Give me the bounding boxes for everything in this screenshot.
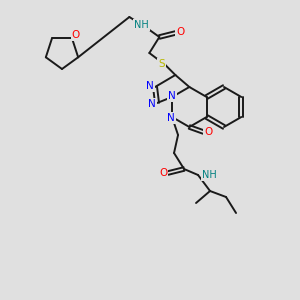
Text: O: O [204, 127, 212, 137]
Text: NH: NH [202, 170, 217, 180]
Text: N: N [146, 81, 154, 91]
Text: S: S [158, 59, 165, 69]
Text: N: N [148, 99, 156, 109]
Text: O: O [72, 30, 80, 40]
Text: O: O [159, 168, 167, 178]
Text: NH: NH [134, 20, 149, 30]
Text: N: N [168, 91, 176, 101]
Text: N: N [167, 113, 175, 123]
Text: O: O [176, 27, 184, 37]
